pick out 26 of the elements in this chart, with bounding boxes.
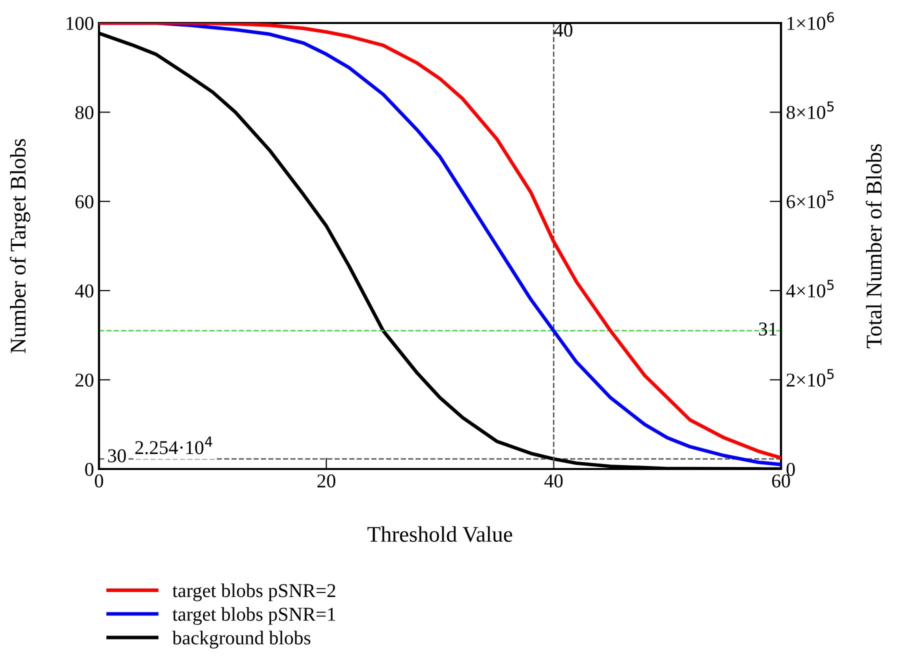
y2-tick-label: 6×10$^{5}$ [786,190,834,208]
x-tick-label: 0 [94,474,104,488]
annotation: 2.254·10$^{4}$ [135,436,212,454]
annotation: 30 [108,449,126,462]
y2-tick-label: 2×10$^{5}$ [786,369,834,387]
y2-tick-label: 4×10$^{5}$ [786,280,834,298]
y-tick-label: 0 [85,462,94,476]
ref-line-label: 31 [759,322,776,336]
x-tick-label: 20 [317,474,336,488]
y-tick-label: 80 [75,106,94,120]
y-tick-label: 60 [76,195,94,208]
y2-tick-label: 0 [786,462,795,476]
y-axis-title: Number of Target Blobs [10,139,30,354]
y2-tick-label: 8×10$^{5}$ [786,101,834,120]
ref-line-label: 40 [554,24,572,37]
y-tick-label: 40 [75,284,94,298]
x-axis-title: Threshold Value [367,526,512,542]
y2-tick-label: 1×10$^{6}$ [788,12,834,30]
legend-label: target blobs pSNR=1 [172,607,336,625]
y-tick-label: 100 [66,16,94,30]
y-tick-label: 20 [76,374,94,387]
x-tick-label: 60 [772,474,790,488]
y2-axis-title: Total Number of Blobs [866,144,882,348]
x-tick-label: 40 [544,474,563,488]
legend-label: background blobs [172,630,310,648]
legend-label: target blobs pSNR=2 [172,584,336,602]
